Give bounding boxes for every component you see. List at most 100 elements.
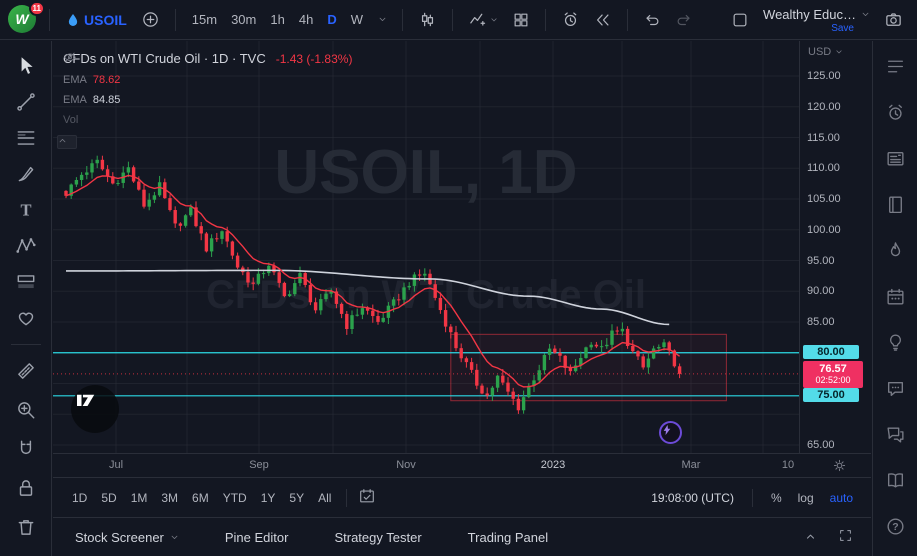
panel-maximize-button[interactable] (836, 526, 855, 548)
indicator-templates-button[interactable] (506, 7, 536, 33)
go-to-date-button[interactable] (355, 484, 379, 511)
panel-tab-strategy-tester[interactable]: Strategy Tester (334, 530, 421, 545)
tool-trend-line[interactable] (8, 84, 44, 120)
sidebar-publish[interactable] (877, 462, 913, 498)
layout-account-menu[interactable]: Wealthy Educ… Save (757, 5, 876, 34)
tv-logo-glyph (77, 394, 95, 406)
percent-scale-button[interactable]: % (765, 487, 788, 509)
chart-pane[interactable]: USOIL, 1D CFDs on WTI Crude Oil CFDs on … (53, 41, 799, 453)
tool-ruler[interactable] (8, 353, 44, 389)
alerts-icon (885, 102, 906, 123)
snapshot-button[interactable] (878, 6, 909, 33)
oil-droplet-icon (65, 12, 81, 28)
alert-button[interactable] (555, 6, 586, 33)
sidebar-hotlists[interactable] (877, 232, 913, 268)
sidebar-alerts[interactable] (877, 94, 913, 130)
sidebar-calendar[interactable] (877, 278, 913, 314)
layout-select-button[interactable] (725, 7, 755, 33)
bar-replay-button[interactable] (588, 7, 618, 33)
panel-tab-trading-panel[interactable]: Trading Panel (468, 530, 548, 545)
toolbar-separator (174, 8, 176, 31)
redo-button[interactable] (669, 7, 699, 33)
timeframe-15m[interactable]: 15m (185, 8, 224, 31)
timeframe-dropdown-button[interactable] (372, 11, 393, 28)
trash-icon (15, 516, 37, 538)
tool-text[interactable]: T (8, 192, 44, 228)
symbol-name: USOIL (84, 11, 127, 28)
range-6m[interactable]: 6M (185, 487, 216, 509)
tool-heart[interactable] (8, 300, 44, 336)
sidebar-streams[interactable] (877, 416, 913, 452)
sidebar-notebook[interactable] (877, 186, 913, 222)
panel-tab-label: Trading Panel (467, 529, 549, 545)
timeframe-D[interactable]: D (320, 8, 343, 31)
tool-lock[interactable] (8, 470, 44, 506)
legend-indicator-row[interactable]: EMA 78.62 (63, 74, 352, 86)
chevron-up-icon (805, 531, 816, 542)
legend-indicators: EMA 78.62 EMA 84.85 Vol (63, 52, 352, 126)
range-5y[interactable]: 5Y (282, 487, 311, 509)
tool-trash[interactable] (8, 509, 44, 545)
range-3m[interactable]: 3M (154, 487, 185, 509)
tool-long-position[interactable] (8, 264, 44, 300)
range-ytd[interactable]: YTD (216, 487, 254, 509)
legend-collapse-button[interactable] (57, 135, 77, 149)
indicators-button[interactable] (462, 6, 504, 33)
sidebar-ideas[interactable] (877, 324, 913, 360)
chart-style-button[interactable] (412, 6, 443, 33)
tool-magnet[interactable] (8, 431, 44, 467)
currency-selector[interactable]: USD (808, 46, 843, 58)
candlestick-chart[interactable] (53, 41, 799, 453)
legend-title[interactable]: CFDs on WTI Crude Oil · 1D · TVC (63, 51, 266, 66)
timeframe-4h[interactable]: 4h (292, 8, 320, 31)
legend-indicator-row[interactable]: Vol (63, 52, 352, 126)
price-axis[interactable]: USD 76.57 02:52:00 125.00 120.00 115.00 110… (799, 41, 871, 453)
tool-cursor[interactable] (8, 48, 44, 84)
toolbar-separator (49, 8, 50, 31)
timeframe-W[interactable]: W (344, 8, 370, 31)
indicator-name: EMA (63, 74, 87, 86)
ema-slow-line (65, 269, 670, 326)
symbol-search-button[interactable]: USOIL (59, 8, 133, 32)
sidebar-watchlist[interactable] (877, 48, 913, 84)
camera-icon (884, 10, 903, 29)
currency-label: USD (808, 46, 832, 58)
ema-fast-line (65, 174, 681, 388)
panel-collapse-button[interactable] (803, 528, 818, 547)
toolbar-separator (451, 8, 453, 31)
range-1y[interactable]: 1Y (254, 487, 283, 509)
watchlist-icon (885, 56, 906, 77)
range-1d[interactable]: 1D (65, 487, 94, 509)
sidebar-chat[interactable] (877, 370, 913, 406)
sidebar-help[interactable]: ? (877, 508, 913, 544)
tool-brush[interactable] (8, 156, 44, 192)
undo-button[interactable] (637, 7, 667, 33)
clock-utc[interactable]: 19:08:00 (UTC) (651, 490, 734, 505)
timeframe-30m[interactable]: 30m (224, 8, 263, 31)
app-logo[interactable]: W 11 (8, 0, 45, 35)
tool-xabcd-pattern[interactable] (8, 228, 44, 264)
boost-flash-button[interactable] (659, 421, 682, 444)
save-status[interactable]: Save (831, 23, 854, 34)
panel-tab-pine-editor[interactable]: Pine Editor (225, 530, 289, 545)
auto-scale-button[interactable]: auto (824, 487, 859, 509)
tool-zoom[interactable] (8, 392, 44, 428)
compare-add-symbol-button[interactable] (135, 6, 166, 33)
notification-badge[interactable]: 11 (28, 0, 45, 16)
range-5d[interactable]: 5D (94, 487, 123, 509)
range-all[interactable]: All (311, 487, 338, 509)
timeframe-1h[interactable]: 1h (263, 8, 291, 31)
axis-settings-button[interactable] (832, 458, 847, 477)
lightning-icon (663, 424, 671, 436)
legend-indicator-row[interactable]: EMA 84.85 (63, 94, 352, 106)
log-scale-button[interactable]: log (792, 487, 820, 509)
tool-fib-retracement[interactable] (8, 120, 44, 156)
news-icon (885, 148, 906, 169)
time-axis[interactable]: Jul Sep Nov 2023 Mar 10 (53, 453, 871, 477)
range-1m[interactable]: 1M (124, 487, 155, 509)
tradingview-logo[interactable] (71, 385, 119, 433)
panel-tab-stock-screener[interactable]: Stock Screener (75, 530, 179, 545)
sidebar-news[interactable] (877, 140, 913, 176)
left-toolbar-separator (10, 344, 41, 345)
